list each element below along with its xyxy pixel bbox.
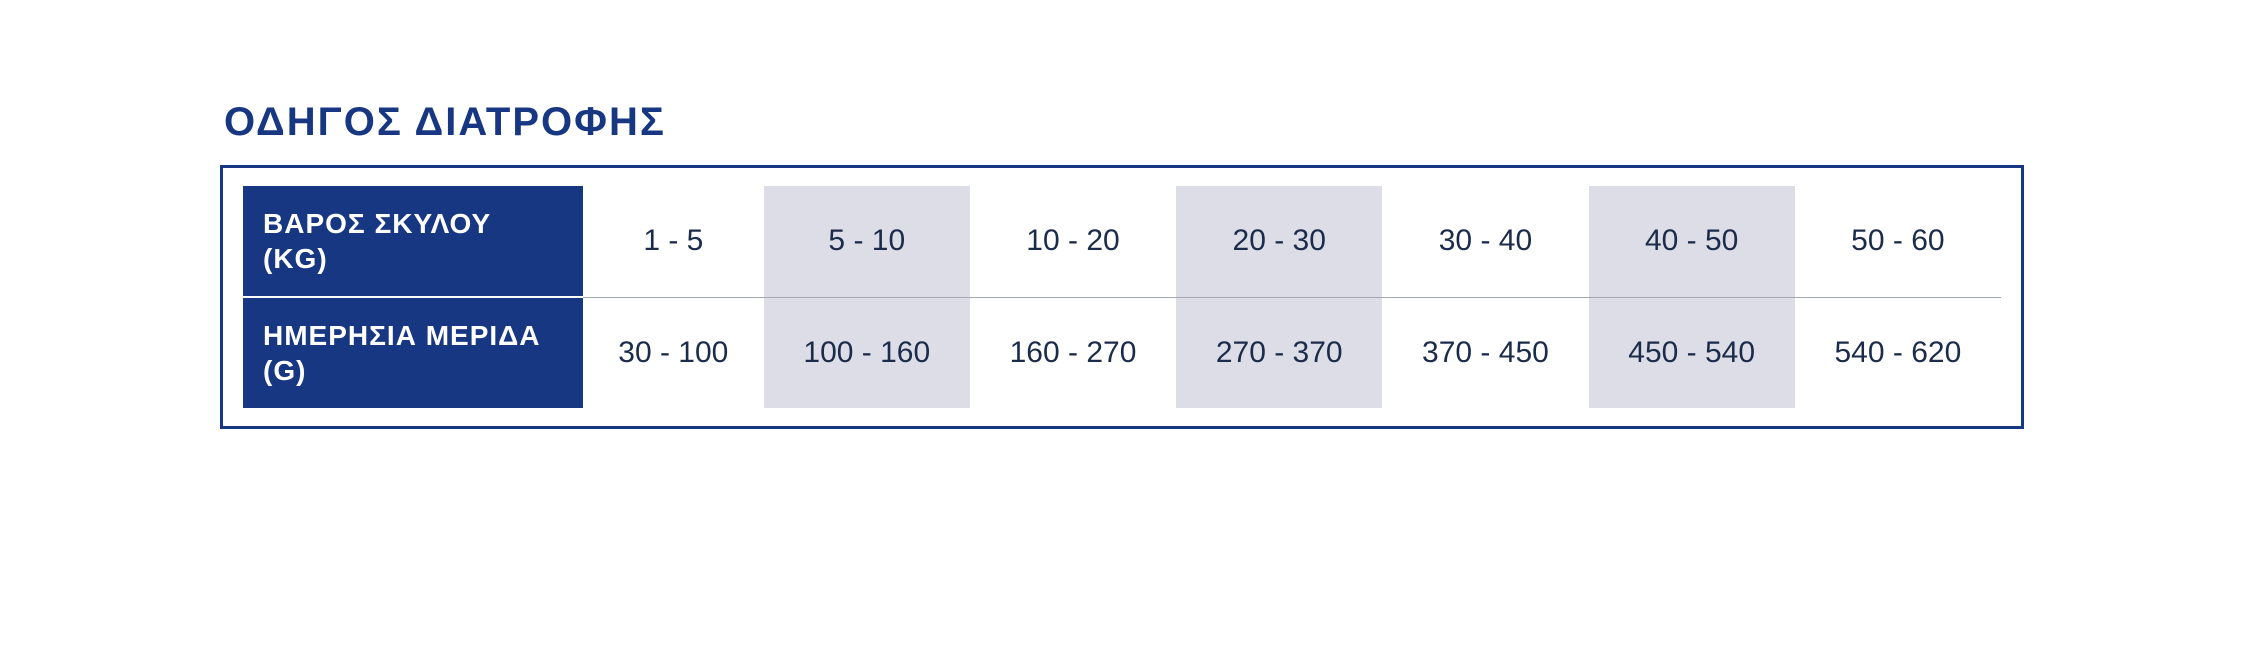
cell: 30 - 100	[583, 297, 764, 408]
cell: 5 - 10	[764, 186, 970, 297]
cell: 540 - 620	[1795, 297, 2001, 408]
row-header-weight: ΒΑΡΟΣ ΣΚΥΛΟΥ (KG)	[243, 186, 583, 297]
cell: 40 - 50	[1589, 186, 1795, 297]
row-header-portion: ΗΜΕΡΗΣΙΑ ΜΕΡΙΔΑ (G)	[243, 297, 583, 408]
cell: 50 - 60	[1795, 186, 2001, 297]
cell: 160 - 270	[970, 297, 1176, 408]
cell: 20 - 30	[1176, 186, 1382, 297]
feeding-table-container: ΒΑΡΟΣ ΣΚΥΛΟΥ (KG) 1 - 5 5 - 10 10 - 20 2…	[220, 165, 2024, 429]
cell: 450 - 540	[1589, 297, 1795, 408]
cell: 370 - 450	[1382, 297, 1588, 408]
cell: 100 - 160	[764, 297, 970, 408]
cell: 1 - 5	[583, 186, 764, 297]
cell: 270 - 370	[1176, 297, 1382, 408]
table-row: ΗΜΕΡΗΣΙΑ ΜΕΡΙΔΑ (G) 30 - 100 100 - 160 1…	[243, 297, 2001, 408]
feeding-guide-page: ΟΔΗΓΟΣ ΔΙΑΤΡΟΦΗΣ ΒΑΡΟΣ ΣΚΥΛΟΥ (KG) 1 - 5…	[0, 0, 2244, 646]
table-row: ΒΑΡΟΣ ΣΚΥΛΟΥ (KG) 1 - 5 5 - 10 10 - 20 2…	[243, 186, 2001, 297]
feeding-table: ΒΑΡΟΣ ΣΚΥΛΟΥ (KG) 1 - 5 5 - 10 10 - 20 2…	[243, 186, 2001, 408]
table-title: ΟΔΗΓΟΣ ΔΙΑΤΡΟΦΗΣ	[224, 100, 2024, 145]
cell: 10 - 20	[970, 186, 1176, 297]
cell: 30 - 40	[1382, 186, 1588, 297]
